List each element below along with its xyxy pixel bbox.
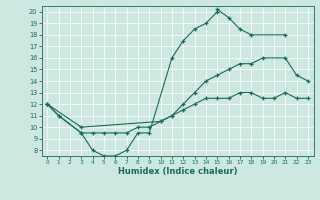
X-axis label: Humidex (Indice chaleur): Humidex (Indice chaleur) bbox=[118, 167, 237, 176]
